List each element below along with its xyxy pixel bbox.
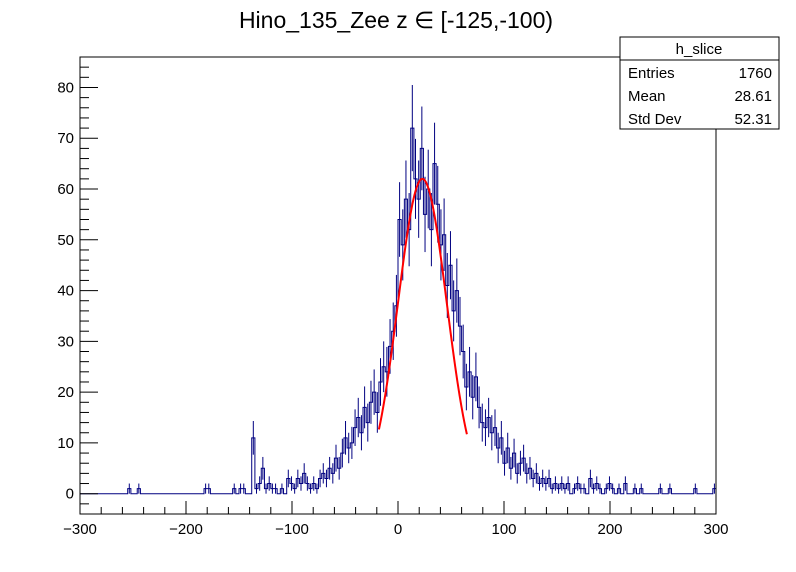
stats-mean-value: 28.61 (734, 88, 772, 105)
y-tick-label: 70 (57, 130, 74, 147)
stats-entries-label: Entries (628, 65, 675, 82)
fit-curve-group (377, 177, 468, 435)
stats-stddev-label: Std Dev (628, 111, 682, 128)
x-tick-label: −100 (275, 521, 309, 538)
x-axis: −300 −200 −100 0 100 200 300 (63, 501, 729, 538)
x-tick-label: −300 (63, 521, 97, 538)
y-tick-label: 0 (66, 486, 74, 503)
histogram-outline (80, 127, 716, 495)
x-tick-label: −200 (169, 521, 203, 538)
stats-mean-label: Mean (628, 88, 666, 105)
x-tick-label: 200 (597, 521, 622, 538)
x-tick-label: 0 (394, 521, 402, 538)
y-tick-label: 50 (57, 232, 74, 249)
chart-title: Hino_135_Zee z ∈ [-125,-100) (239, 7, 553, 33)
y-axis: 0 10 20 30 40 50 60 70 80 (57, 56, 98, 515)
stats-box-frame (619, 36, 780, 130)
y-tick-label: 80 (57, 79, 74, 96)
stats-box-name: h_slice (676, 41, 723, 58)
stats-stddev-value: 52.31 (734, 111, 772, 128)
y-tick-label: 20 (57, 384, 74, 401)
stats-box: h_slice Entries 1760 Mean 28.61 Std Dev … (619, 36, 780, 130)
histogram-bars (80, 85, 716, 495)
y-tick-label: 40 (57, 283, 74, 300)
y-tick-label: 60 (57, 181, 74, 198)
x-tick-label: 100 (491, 521, 516, 538)
y-tick-label: 10 (57, 435, 74, 452)
stats-entries-value: 1760 (739, 65, 772, 82)
y-tick-label: 30 (57, 333, 74, 350)
gaussian-fit-curve (377, 177, 468, 435)
x-tick-label: 300 (703, 521, 728, 538)
